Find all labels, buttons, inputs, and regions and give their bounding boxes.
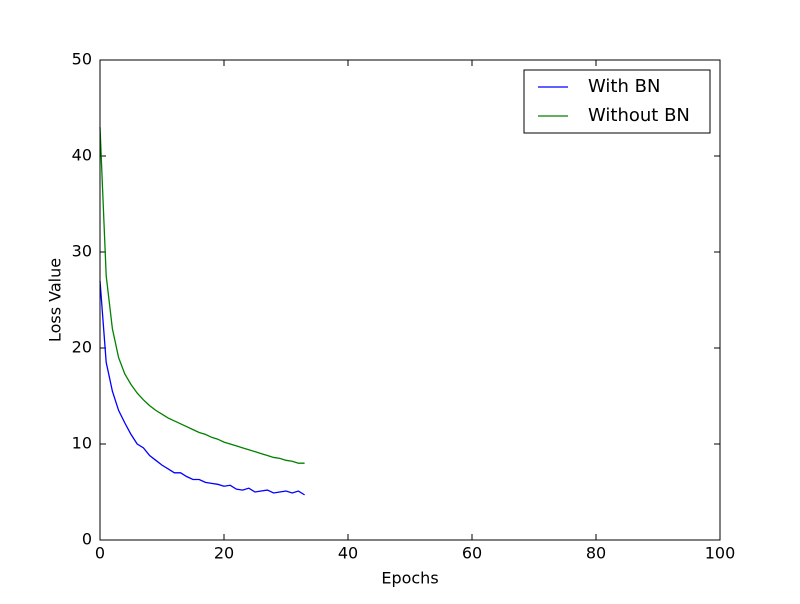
y-tick-label: 40 [72,146,92,165]
legend-label: With BN [588,76,660,97]
legend-label: Without BN [588,105,690,126]
x-tick-label: 60 [462,544,482,563]
y-tick-label: 0 [82,530,92,549]
x-tick-label: 20 [214,544,234,563]
x-tick-label: 100 [705,544,736,563]
y-tick-label: 50 [72,50,92,69]
x-axis-label: Epochs [381,569,438,588]
x-tick-label: 80 [586,544,606,563]
line-series [99,127,305,464]
x-tick-label: 0 [95,544,105,563]
plot-frame [99,59,721,541]
line-series [99,280,305,496]
y-tick-label: 30 [72,242,92,261]
y-tick-label: 20 [72,338,92,357]
y-tick-label: 10 [72,434,92,453]
y-axis-label: Loss Value [46,258,65,342]
legend-box [523,69,711,134]
x-tick-label: 40 [338,544,358,563]
